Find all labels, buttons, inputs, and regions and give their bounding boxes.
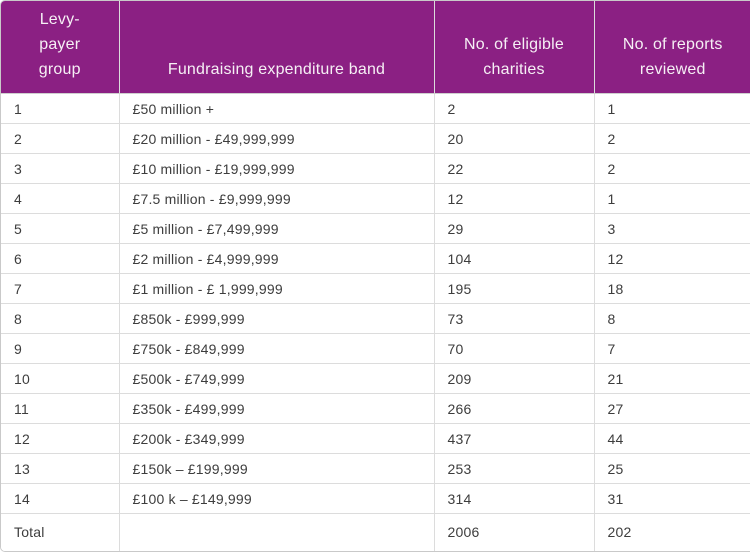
eligible-charities-cell: 73 xyxy=(434,303,595,334)
table-row: 8 £850k - £999,999 73 8 xyxy=(1,303,750,334)
column-header-label: Levy-payer group xyxy=(38,11,81,78)
table-body: 1 £50 million + 2 1 2 £20 million - £49,… xyxy=(1,93,750,514)
reports-reviewed-cell: 3 xyxy=(594,213,750,244)
expenditure-band-cell: £850k - £999,999 xyxy=(119,303,435,334)
table-row: 7 £1 million - £ 1,999,999 195 18 xyxy=(1,273,750,304)
table-row: 12 £200k - £349,999 437 44 xyxy=(1,423,750,454)
eligible-charities-cell: 2 xyxy=(434,93,595,124)
reports-reviewed-cell: 27 xyxy=(594,393,750,424)
eligible-charities-cell: 12 xyxy=(434,183,595,214)
expenditure-band-cell: £10 million - £19,999,999 xyxy=(119,153,435,184)
column-header-label: No. of eligible charities xyxy=(464,36,564,78)
eligible-charities-cell: 70 xyxy=(434,333,595,364)
expenditure-band-cell: £200k - £349,999 xyxy=(119,423,435,454)
levy-group-cell: 7 xyxy=(1,273,120,304)
levy-group-cell: 12 xyxy=(1,423,120,454)
levy-group-cell: 3 xyxy=(1,153,120,184)
reports-reviewed-cell: 31 xyxy=(594,483,750,514)
eligible-charities-cell: 437 xyxy=(434,423,595,454)
table-row: 3 £10 million - £19,999,999 22 2 xyxy=(1,153,750,184)
levy-group-cell: 14 xyxy=(1,483,120,514)
eligible-charities-cell: 29 xyxy=(434,213,595,244)
levy-group-cell: 4 xyxy=(1,183,120,214)
reports-reviewed-cell: 7 xyxy=(594,333,750,364)
table-footer: Total 2006 202 xyxy=(1,513,750,551)
table-row: 6 £2 million - £4,999,999 104 12 xyxy=(1,243,750,274)
column-header-levy-payer-group: Levy-payer group xyxy=(1,1,120,94)
header-row: Levy-payer group Fundraising expenditure… xyxy=(1,1,750,94)
levy-group-cell: 10 xyxy=(1,363,120,394)
column-header-expenditure-band: Fundraising expenditure band xyxy=(119,1,435,94)
table-header: Levy-payer group Fundraising expenditure… xyxy=(1,1,750,94)
column-header-reports-reviewed: No. of reports reviewed xyxy=(594,1,750,94)
expenditure-band-cell: £500k - £749,999 xyxy=(119,363,435,394)
table-row: 5 £5 million - £7,499,999 29 3 xyxy=(1,213,750,244)
expenditure-band-cell: £2 million - £4,999,999 xyxy=(119,243,435,274)
expenditure-band-cell: £1 million - £ 1,999,999 xyxy=(119,273,435,304)
table-row: 9 £750k - £849,999 70 7 xyxy=(1,333,750,364)
reports-reviewed-cell: 44 xyxy=(594,423,750,454)
levy-group-cell: 2 xyxy=(1,123,120,154)
levy-group-cell: 6 xyxy=(1,243,120,274)
column-header-label: No. of reports reviewed xyxy=(622,36,723,78)
table-row: 2 £20 million - £49,999,999 20 2 xyxy=(1,123,750,154)
eligible-charities-cell: 253 xyxy=(434,453,595,484)
reports-reviewed-cell: 2 xyxy=(594,123,750,154)
table-row: 14 £100 k – £149,999 314 31 xyxy=(1,483,750,514)
expenditure-band-cell: £50 million + xyxy=(119,93,435,124)
total-charities-cell: 2006 xyxy=(434,513,595,551)
total-band-cell xyxy=(119,513,435,551)
levy-group-cell: 1 xyxy=(1,93,120,124)
levy-group-cell: 13 xyxy=(1,453,120,484)
table-row: 13 £150k – £199,999 253 25 xyxy=(1,453,750,484)
levy-group-cell: 8 xyxy=(1,303,120,334)
total-row: Total 2006 202 xyxy=(1,513,750,551)
levy-group-cell: 9 xyxy=(1,333,120,364)
expenditure-band-cell: £100 k – £149,999 xyxy=(119,483,435,514)
total-label-cell: Total xyxy=(1,513,120,551)
reports-reviewed-cell: 1 xyxy=(594,93,750,124)
reports-reviewed-cell: 18 xyxy=(594,273,750,304)
reports-reviewed-cell: 12 xyxy=(594,243,750,274)
total-reports-cell: 202 xyxy=(594,513,750,551)
eligible-charities-cell: 104 xyxy=(434,243,595,274)
levy-group-cell: 11 xyxy=(1,393,120,424)
reports-reviewed-cell: 21 xyxy=(594,363,750,394)
column-header-eligible-charities: No. of eligible charities xyxy=(434,1,595,94)
eligible-charities-cell: 20 xyxy=(434,123,595,154)
expenditure-band-cell: £150k – £199,999 xyxy=(119,453,435,484)
table-row: 10 £500k - £749,999 209 21 xyxy=(1,363,750,394)
table-row: 11 £350k - £499,999 266 27 xyxy=(1,393,750,424)
eligible-charities-cell: 195 xyxy=(434,273,595,304)
eligible-charities-cell: 209 xyxy=(434,363,595,394)
expenditure-band-cell: £750k - £849,999 xyxy=(119,333,435,364)
reports-reviewed-cell: 1 xyxy=(594,183,750,214)
expenditure-band-cell: £5 million - £7,499,999 xyxy=(119,213,435,244)
expenditure-band-cell: £350k - £499,999 xyxy=(119,393,435,424)
eligible-charities-cell: 266 xyxy=(434,393,595,424)
reports-reviewed-cell: 2 xyxy=(594,153,750,184)
reports-reviewed-cell: 8 xyxy=(594,303,750,334)
reports-reviewed-cell: 25 xyxy=(594,453,750,484)
expenditure-band-cell: £20 million - £49,999,999 xyxy=(119,123,435,154)
column-header-label: Fundraising expenditure band xyxy=(167,61,386,78)
table-row: 1 £50 million + 2 1 xyxy=(1,93,750,124)
levy-group-cell: 5 xyxy=(1,213,120,244)
eligible-charities-cell: 314 xyxy=(434,483,595,514)
expenditure-band-cell: £7.5 million - £9,999,999 xyxy=(119,183,435,214)
table-row: 4 £7.5 million - £9,999,999 12 1 xyxy=(1,183,750,214)
eligible-charities-cell: 22 xyxy=(434,153,595,184)
